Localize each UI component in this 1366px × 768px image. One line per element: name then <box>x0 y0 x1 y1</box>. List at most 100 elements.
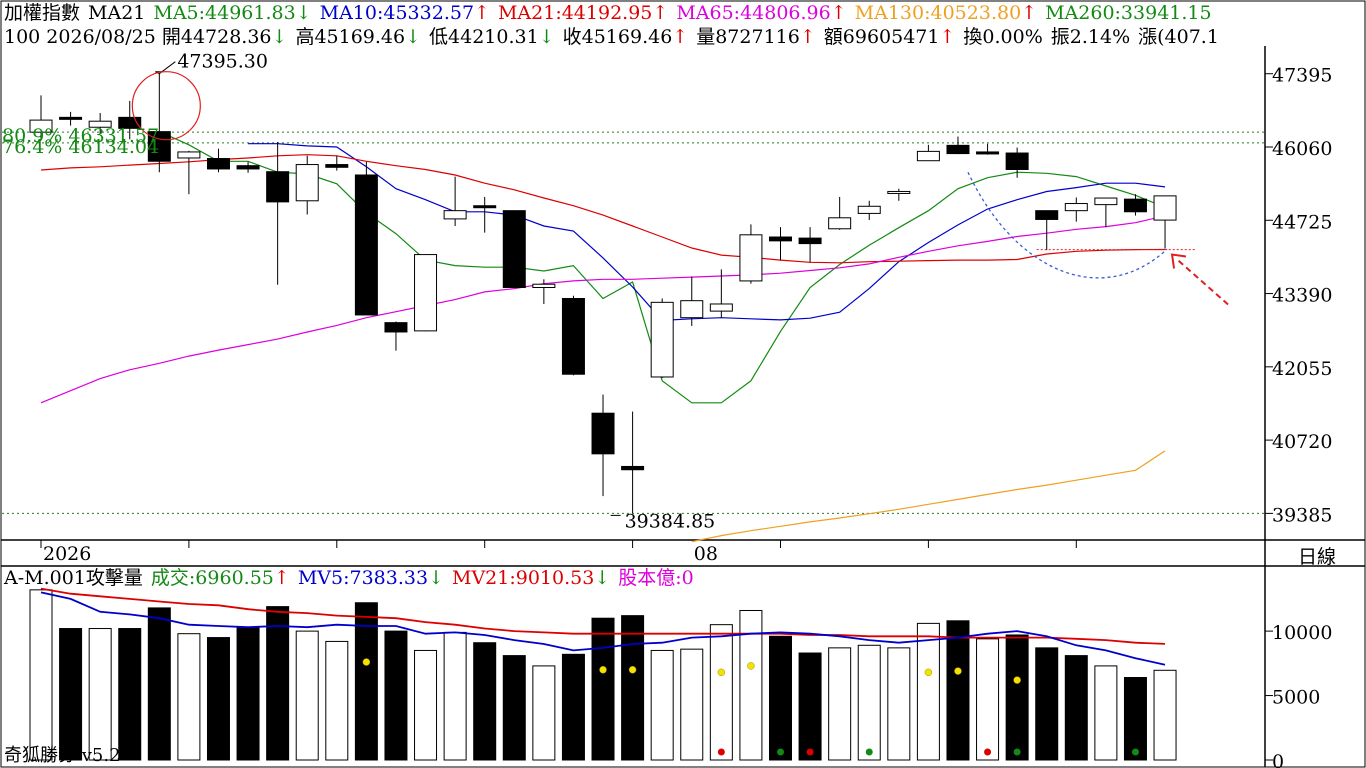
candle-body-down <box>266 171 290 203</box>
volume-bar-up <box>325 640 349 761</box>
signal-dot <box>777 748 784 756</box>
candle <box>414 254 438 332</box>
header-field: 換0.00% <box>963 26 1042 48</box>
ma-line-ma5 <box>159 131 1166 404</box>
candle <box>1094 197 1118 228</box>
header-field: MA21:44192.95↑ <box>498 2 668 24</box>
price-tick-label: 46060 <box>1272 138 1332 160</box>
candle <box>325 155 349 171</box>
volume-bar-up <box>443 631 467 761</box>
volume-bar-up <box>709 624 733 761</box>
candle-body-up <box>1094 197 1118 206</box>
header-field: 振2.14% <box>1051 26 1130 48</box>
candle-body-up <box>88 120 112 128</box>
ma-line-ma65 <box>40 215 1166 404</box>
candle <box>798 227 822 263</box>
header-field: MA260:33941.15 <box>1045 2 1212 24</box>
candlestick-series <box>29 73 1177 514</box>
candle-body-down <box>976 151 1000 155</box>
header-field-text: 換0.00% <box>963 26 1043 48</box>
volume-bar-up <box>887 647 911 761</box>
candle <box>1035 210 1059 251</box>
volume-bar-up <box>177 633 201 761</box>
trend-arrow-icon: ↓ <box>295 2 312 24</box>
price-axis: 47395 46060 44725 43390 42055 40720 39385 <box>1265 65 1332 526</box>
ma-line-ma21 <box>40 154 1166 264</box>
yellow-signal-dot <box>362 658 371 666</box>
candle <box>88 112 112 134</box>
candle <box>650 298 674 379</box>
volume-bar-down <box>147 607 171 761</box>
signal-dot <box>806 748 814 756</box>
volume-bar-up <box>650 649 674 761</box>
mv21-line <box>40 587 1166 645</box>
date-axis: 2026 08 <box>40 540 1077 565</box>
volume-bar-up <box>976 638 1000 761</box>
period-label[interactable]: 日線 <box>1297 546 1336 568</box>
volume-bar-up <box>29 589 53 761</box>
header-field-text: MV5:7383.33 <box>297 567 429 589</box>
header-field-text: 額69605471 <box>823 26 940 48</box>
volume-bar-down <box>354 602 378 761</box>
header-field-text: 振2.14% <box>1050 26 1131 48</box>
candle-body-down <box>591 412 615 455</box>
candle-body-up <box>680 300 704 319</box>
volume-bar-down <box>1123 677 1147 761</box>
header-field-text: 高45169.46 <box>295 26 406 48</box>
candle-body-up <box>739 234 763 282</box>
header-field-text: 收45169.46 <box>562 26 673 48</box>
candle-body-down <box>59 116 83 120</box>
price-tick-label: 42055 <box>1272 358 1332 380</box>
volume-bar-down <box>118 628 142 761</box>
red-arrow-head-icon <box>1170 253 1187 269</box>
header-field: MA21 <box>88 2 145 24</box>
app-version-label: 奇狐勝券 v5.2 <box>4 745 121 766</box>
candle-body-down <box>798 237 822 245</box>
volume-bar-down <box>591 617 615 761</box>
candle <box>266 142 290 285</box>
fib-level-label: 80.9% 46331.57 <box>2 125 159 147</box>
price-tick-label: 39385 <box>1272 504 1332 526</box>
header-field-text: 量8727116 <box>696 26 800 48</box>
volume-bar-up <box>1094 665 1118 761</box>
trend-arrow-icon: ↑ <box>672 26 689 48</box>
candle <box>709 269 733 318</box>
price-tick-label: 47395 <box>1272 65 1332 87</box>
header-field: MA5:44961.83↓ <box>153 2 311 24</box>
volume-bar-down <box>769 635 792 761</box>
volume-tick-label: 0 <box>1272 751 1284 768</box>
candle-body-up <box>1064 203 1088 212</box>
header-field: MV5:7383.33↓ <box>298 567 444 589</box>
candle <box>916 144 940 162</box>
volume-bar-up <box>295 630 319 761</box>
volume-bar-down <box>502 655 526 761</box>
candle <box>443 176 467 227</box>
candle-body-down <box>384 322 408 333</box>
candle-body-up <box>532 283 556 289</box>
volume-bar-down <box>384 630 408 761</box>
volume-bar-down <box>1035 647 1059 761</box>
candle-body-down <box>118 116 142 129</box>
header-field: MA130:40523.80↑ <box>855 2 1037 24</box>
candle <box>621 411 645 514</box>
header-field-text: MA5:44961.83 <box>153 2 296 24</box>
volume-bar-up <box>857 644 881 761</box>
trend-arrow-icon: ↑ <box>830 2 847 24</box>
candle-body-down <box>769 236 792 242</box>
header-field: 漲(407.1 <box>1138 26 1219 48</box>
trend-arrow-icon: ↓ <box>271 26 288 48</box>
volume-bar-up <box>532 665 556 761</box>
candle-body-up <box>857 205 881 214</box>
candle-body-down <box>354 174 378 316</box>
volume-panel: 0 5000 10000 <box>29 587 1332 768</box>
signal-dot <box>1013 748 1021 756</box>
trend-arrow-icon: ↑ <box>652 2 669 24</box>
price-tick-label: 40720 <box>1272 431 1332 453</box>
header-field: 加權指數 <box>4 2 80 24</box>
yellow-signal-dot <box>924 668 933 677</box>
trend-arrow-icon: ↑ <box>1021 2 1038 24</box>
candle <box>206 148 230 173</box>
ma-line-ma130 <box>691 450 1166 543</box>
